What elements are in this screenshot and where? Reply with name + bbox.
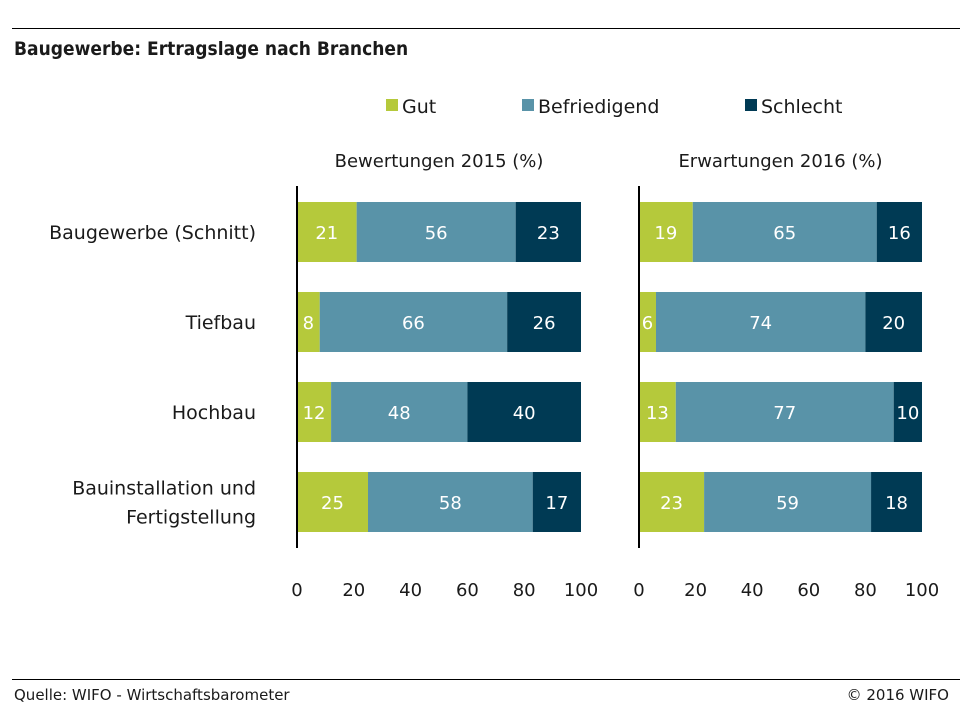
bar-segment-befriedigend [319, 292, 508, 352]
legend-swatch-schlecht [745, 99, 757, 111]
category-label: Baugewerbe (Schnitt) [49, 222, 256, 244]
panel-title: Erwartungen 2016 (%) [678, 151, 882, 172]
bar-segment-gut [639, 202, 693, 262]
x-tick-label: 60 [797, 580, 820, 601]
data-label: 58 [439, 493, 462, 514]
data-label: 65 [773, 223, 796, 244]
data-label: 6 [642, 313, 653, 334]
bar-segment-befriedigend [356, 202, 516, 262]
bar-segment-schlecht [532, 472, 581, 532]
chart-title: Baugewerbe: Ertragslage nach Branchen [14, 38, 409, 60]
data-label: 21 [315, 223, 338, 244]
bar-segment-schlecht [507, 292, 581, 352]
x-tick-label: 40 [399, 580, 422, 601]
source-note: Quelle: WIFO - Wirtschaftsbarometer [14, 686, 290, 704]
panel-title: Bewertungen 2015 (%) [335, 151, 544, 172]
x-tick-label: 100 [564, 580, 598, 601]
data-label: 23 [660, 493, 683, 514]
bar-segment-schlecht [871, 472, 922, 532]
data-label: 40 [513, 403, 536, 424]
legend-swatch-befriedigend [522, 99, 534, 111]
bar-segment-befriedigend [675, 382, 894, 442]
bar-segment-befriedigend [368, 472, 533, 532]
legend-label-gut: Gut [402, 96, 436, 118]
bar-segment-gut [297, 472, 368, 532]
copyright-note: © 2016 WIFO [846, 686, 949, 704]
bar-segment-befriedigend [692, 202, 877, 262]
x-tick-label: 20 [342, 580, 365, 601]
bar-segment-gut [297, 202, 357, 262]
x-tick-label: 0 [291, 580, 302, 601]
bottom-rule [12, 679, 960, 680]
bar-segment-gut [639, 382, 676, 442]
legend-label-befriedigend: Befriedigend [538, 96, 659, 118]
x-tick-label: 40 [741, 580, 764, 601]
data-label: 19 [654, 223, 677, 244]
category-label: Hochbau [172, 402, 256, 424]
data-label: 12 [303, 403, 326, 424]
data-label: 23 [537, 223, 560, 244]
data-label: 66 [402, 313, 425, 334]
x-tick-label: 100 [905, 580, 939, 601]
x-tick-label: 60 [456, 580, 479, 601]
bar-segment-befriedigend [331, 382, 468, 442]
data-label: 77 [773, 403, 796, 424]
bar-segment-befriedigend [704, 472, 872, 532]
data-label: 18 [885, 493, 908, 514]
data-label: 56 [425, 223, 448, 244]
data-label: 25 [321, 493, 344, 514]
data-label: 26 [533, 313, 556, 334]
bar-segment-schlecht [467, 382, 581, 442]
data-label: 16 [888, 223, 911, 244]
data-label: 13 [646, 403, 669, 424]
top-rule [12, 28, 960, 29]
x-tick-label: 80 [854, 580, 877, 601]
category-label: Tiefbau [185, 312, 256, 334]
x-tick-label: 0 [633, 580, 644, 601]
category-label: Fertigstellung [126, 507, 256, 529]
bar-segment-befriedigend [655, 292, 866, 352]
bar-segment-gut [639, 292, 656, 352]
data-label: 59 [776, 493, 799, 514]
data-label: 8 [303, 313, 314, 334]
category-label: Bauinstallation und [72, 478, 256, 500]
x-tick-label: 20 [684, 580, 707, 601]
data-label: 20 [882, 313, 905, 334]
legend-swatch-gut [386, 99, 398, 111]
data-label: 74 [749, 313, 772, 334]
bar-segment-gut [639, 472, 705, 532]
bar-segment-schlecht [876, 202, 922, 262]
bar-segment-schlecht [893, 382, 922, 442]
data-label: 48 [388, 403, 411, 424]
bar-segment-gut [297, 292, 320, 352]
bar-segment-schlecht [515, 202, 581, 262]
bar-segment-gut [297, 382, 332, 442]
x-tick-label: 80 [513, 580, 536, 601]
bar-segment-schlecht [865, 292, 922, 352]
data-label: 17 [545, 493, 568, 514]
legend-label-schlecht: Schlecht [761, 96, 842, 118]
data-label: 10 [896, 403, 919, 424]
